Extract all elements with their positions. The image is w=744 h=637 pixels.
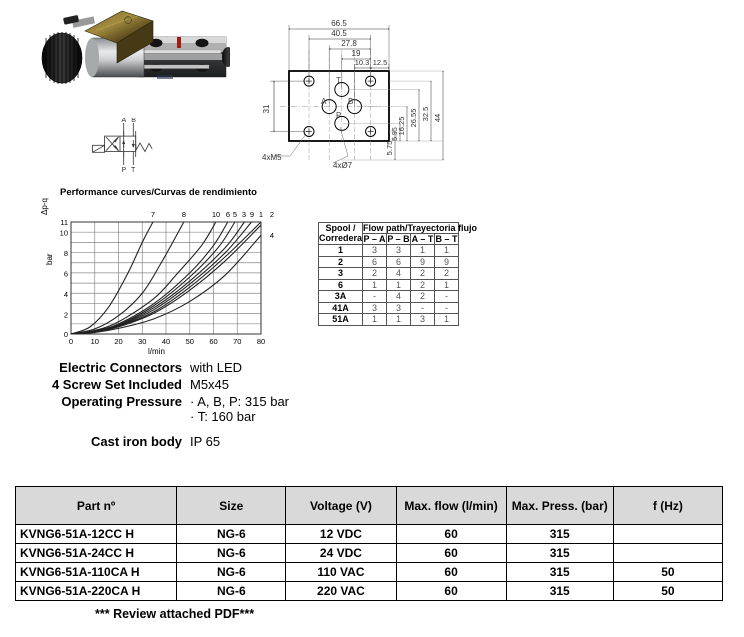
svg-text:9: 9 — [250, 210, 254, 219]
svg-text:P: P — [336, 111, 341, 120]
svg-text:60: 60 — [209, 337, 217, 346]
svg-text:30: 30 — [138, 337, 146, 346]
svg-text:11: 11 — [60, 218, 68, 227]
svg-text:0: 0 — [64, 330, 68, 339]
svg-text:5.75: 5.75 — [385, 141, 394, 156]
svg-text:8: 8 — [64, 249, 68, 258]
svg-text:4xM5: 4xM5 — [262, 153, 282, 162]
svg-text:4xØ7: 4xØ7 — [333, 161, 353, 170]
svg-text:5: 5 — [233, 210, 237, 219]
svg-text:70: 70 — [233, 337, 241, 346]
svg-text:3: 3 — [242, 210, 246, 219]
svg-text:4: 4 — [64, 290, 68, 299]
svg-text:12.5: 12.5 — [373, 58, 388, 67]
svg-text:40: 40 — [162, 337, 170, 346]
svg-text:16.25: 16.25 — [397, 117, 406, 136]
svg-text:10: 10 — [212, 210, 220, 219]
svg-text:19: 19 — [352, 49, 361, 58]
svg-text:4: 4 — [270, 231, 274, 240]
svg-text:B: B — [348, 97, 353, 106]
svg-text:66.5: 66.5 — [331, 19, 347, 28]
svg-text:10.3: 10.3 — [355, 58, 370, 67]
svg-text:31: 31 — [262, 104, 271, 113]
svg-text:2: 2 — [64, 311, 68, 320]
svg-text:20: 20 — [114, 337, 122, 346]
svg-text:B: B — [131, 118, 136, 124]
svg-text:T: T — [131, 167, 136, 174]
svg-text:10: 10 — [91, 337, 99, 346]
svg-text:50: 50 — [186, 337, 194, 346]
svg-text:40.5: 40.5 — [331, 29, 347, 38]
svg-text:P: P — [122, 167, 127, 174]
svg-text:10: 10 — [60, 229, 68, 238]
svg-text:2: 2 — [270, 210, 274, 219]
svg-text:A: A — [321, 97, 327, 106]
svg-text:7: 7 — [151, 210, 155, 219]
svg-text:8: 8 — [182, 210, 186, 219]
svg-text:6: 6 — [226, 210, 230, 219]
svg-text:32.5: 32.5 — [421, 107, 430, 122]
svg-text:44: 44 — [433, 114, 442, 122]
svg-text:27.8: 27.8 — [341, 39, 357, 48]
svg-text:T: T — [336, 76, 341, 85]
svg-text:80: 80 — [257, 337, 265, 346]
svg-text:26.55: 26.55 — [409, 109, 418, 128]
svg-text:0: 0 — [69, 337, 73, 346]
svg-text:1: 1 — [259, 210, 263, 219]
svg-text:6: 6 — [64, 270, 68, 279]
svg-text:A: A — [122, 118, 127, 124]
